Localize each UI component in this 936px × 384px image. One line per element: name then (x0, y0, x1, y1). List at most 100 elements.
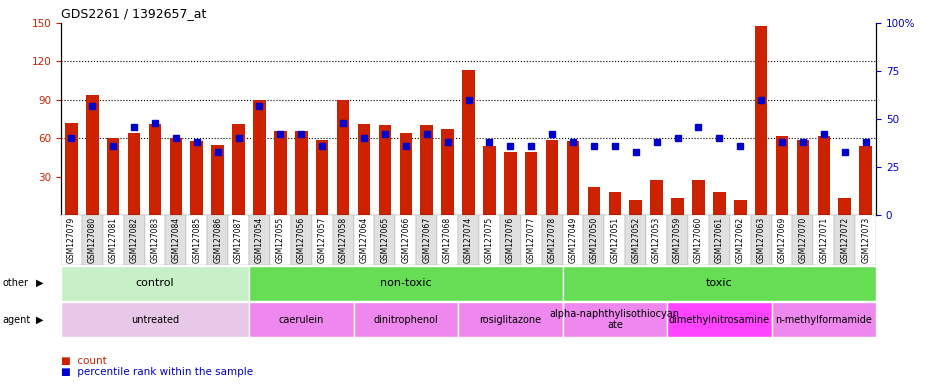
Text: ■  percentile rank within the sample: ■ percentile rank within the sample (61, 367, 253, 377)
Bar (61, 215, 81, 265)
Bar (103, 215, 124, 265)
Text: GSM127057: GSM127057 (317, 217, 327, 263)
Text: non-toxic: non-toxic (380, 278, 431, 288)
Bar (190, 141, 203, 215)
Bar (754, 26, 767, 215)
Text: dimethylnitrosamine: dimethylnitrosamine (668, 314, 769, 325)
Bar (441, 129, 453, 215)
Bar (124, 215, 144, 265)
Bar (478, 215, 499, 265)
Bar (670, 199, 683, 215)
Text: rosiglitazone: rosiglitazone (478, 314, 541, 325)
Bar (504, 152, 516, 215)
Text: GSM127065: GSM127065 (380, 217, 389, 263)
Bar (666, 302, 770, 337)
Bar (604, 215, 624, 265)
Bar (587, 187, 600, 215)
Bar (583, 215, 604, 265)
Bar (107, 138, 119, 215)
Bar (461, 70, 475, 215)
Bar (729, 215, 750, 265)
Bar (499, 215, 520, 265)
Bar (336, 100, 349, 215)
Text: untreated: untreated (131, 314, 179, 325)
Text: GSM127072: GSM127072 (840, 217, 848, 263)
Text: GSM127052: GSM127052 (631, 217, 639, 263)
Text: GSM127073: GSM127073 (860, 217, 870, 263)
Bar (274, 131, 286, 215)
Bar (144, 215, 166, 265)
Text: GSM127059: GSM127059 (672, 217, 681, 263)
Text: GSM127081: GSM127081 (109, 217, 118, 263)
Text: alpha-naphthylisothiocyan
ate: alpha-naphthylisothiocyan ate (549, 309, 680, 331)
Text: ■  count: ■ count (61, 356, 107, 366)
Text: GSM127079: GSM127079 (66, 217, 76, 263)
Bar (458, 215, 478, 265)
Text: GDS2261 / 1392657_at: GDS2261 / 1392657_at (61, 7, 206, 20)
Text: n-methylformamide: n-methylformamide (775, 314, 871, 325)
Bar (520, 215, 541, 265)
Bar (186, 215, 207, 265)
Text: GSM127083: GSM127083 (151, 217, 159, 263)
Bar (86, 95, 98, 215)
Text: toxic: toxic (705, 278, 732, 288)
Bar (166, 215, 186, 265)
Bar (249, 215, 270, 265)
Text: caerulein: caerulein (278, 314, 324, 325)
Text: GSM127084: GSM127084 (171, 217, 180, 263)
Text: GSM127049: GSM127049 (568, 217, 577, 263)
Text: GSM127055: GSM127055 (275, 217, 285, 263)
Text: GSM127051: GSM127051 (609, 217, 619, 263)
Bar (750, 215, 770, 265)
Text: GSM127087: GSM127087 (234, 217, 242, 263)
Text: GSM127050: GSM127050 (589, 217, 598, 263)
Bar (127, 133, 140, 215)
Text: GSM127060: GSM127060 (694, 217, 702, 263)
Bar (796, 139, 809, 215)
Text: GSM127086: GSM127086 (213, 217, 222, 263)
Text: GSM127053: GSM127053 (651, 217, 661, 263)
Bar (270, 215, 290, 265)
Bar (770, 302, 875, 337)
Bar (770, 215, 792, 265)
Bar (249, 302, 353, 337)
Bar (709, 215, 729, 265)
Text: GSM127063: GSM127063 (756, 217, 765, 263)
Text: GSM127076: GSM127076 (505, 217, 514, 263)
Text: dinitrophenol: dinitrophenol (373, 314, 438, 325)
Bar (65, 123, 78, 215)
Bar (420, 126, 432, 215)
Bar (232, 124, 244, 215)
Text: agent: agent (3, 314, 31, 325)
Bar (374, 215, 395, 265)
Text: GSM127080: GSM127080 (88, 217, 96, 263)
Bar (315, 139, 329, 215)
Bar (416, 215, 437, 265)
Bar (833, 215, 855, 265)
Bar (312, 215, 332, 265)
Text: GSM127064: GSM127064 (359, 217, 368, 263)
Bar (212, 145, 224, 215)
Bar (666, 215, 687, 265)
Bar (395, 215, 416, 265)
Text: other: other (3, 278, 29, 288)
Bar (792, 215, 812, 265)
Text: GSM127067: GSM127067 (422, 217, 431, 263)
Bar (562, 302, 666, 337)
Bar (227, 215, 249, 265)
Text: GSM127074: GSM127074 (463, 217, 473, 263)
Bar (855, 215, 875, 265)
Text: control: control (136, 278, 174, 288)
Bar (812, 215, 833, 265)
Bar (249, 266, 562, 301)
Bar (378, 126, 390, 215)
Bar (566, 141, 578, 215)
Bar (650, 180, 662, 215)
Bar (458, 302, 562, 337)
Text: GSM127058: GSM127058 (338, 217, 347, 263)
Bar (775, 136, 787, 215)
Text: GSM127071: GSM127071 (818, 217, 827, 263)
Bar (358, 124, 370, 215)
Bar (541, 215, 562, 265)
Bar (692, 180, 704, 215)
